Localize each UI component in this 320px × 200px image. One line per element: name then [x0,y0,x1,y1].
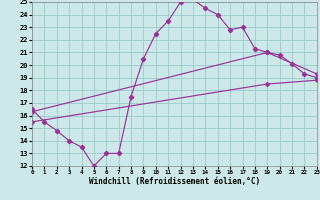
X-axis label: Windchill (Refroidissement éolien,°C): Windchill (Refroidissement éolien,°C) [89,177,260,186]
